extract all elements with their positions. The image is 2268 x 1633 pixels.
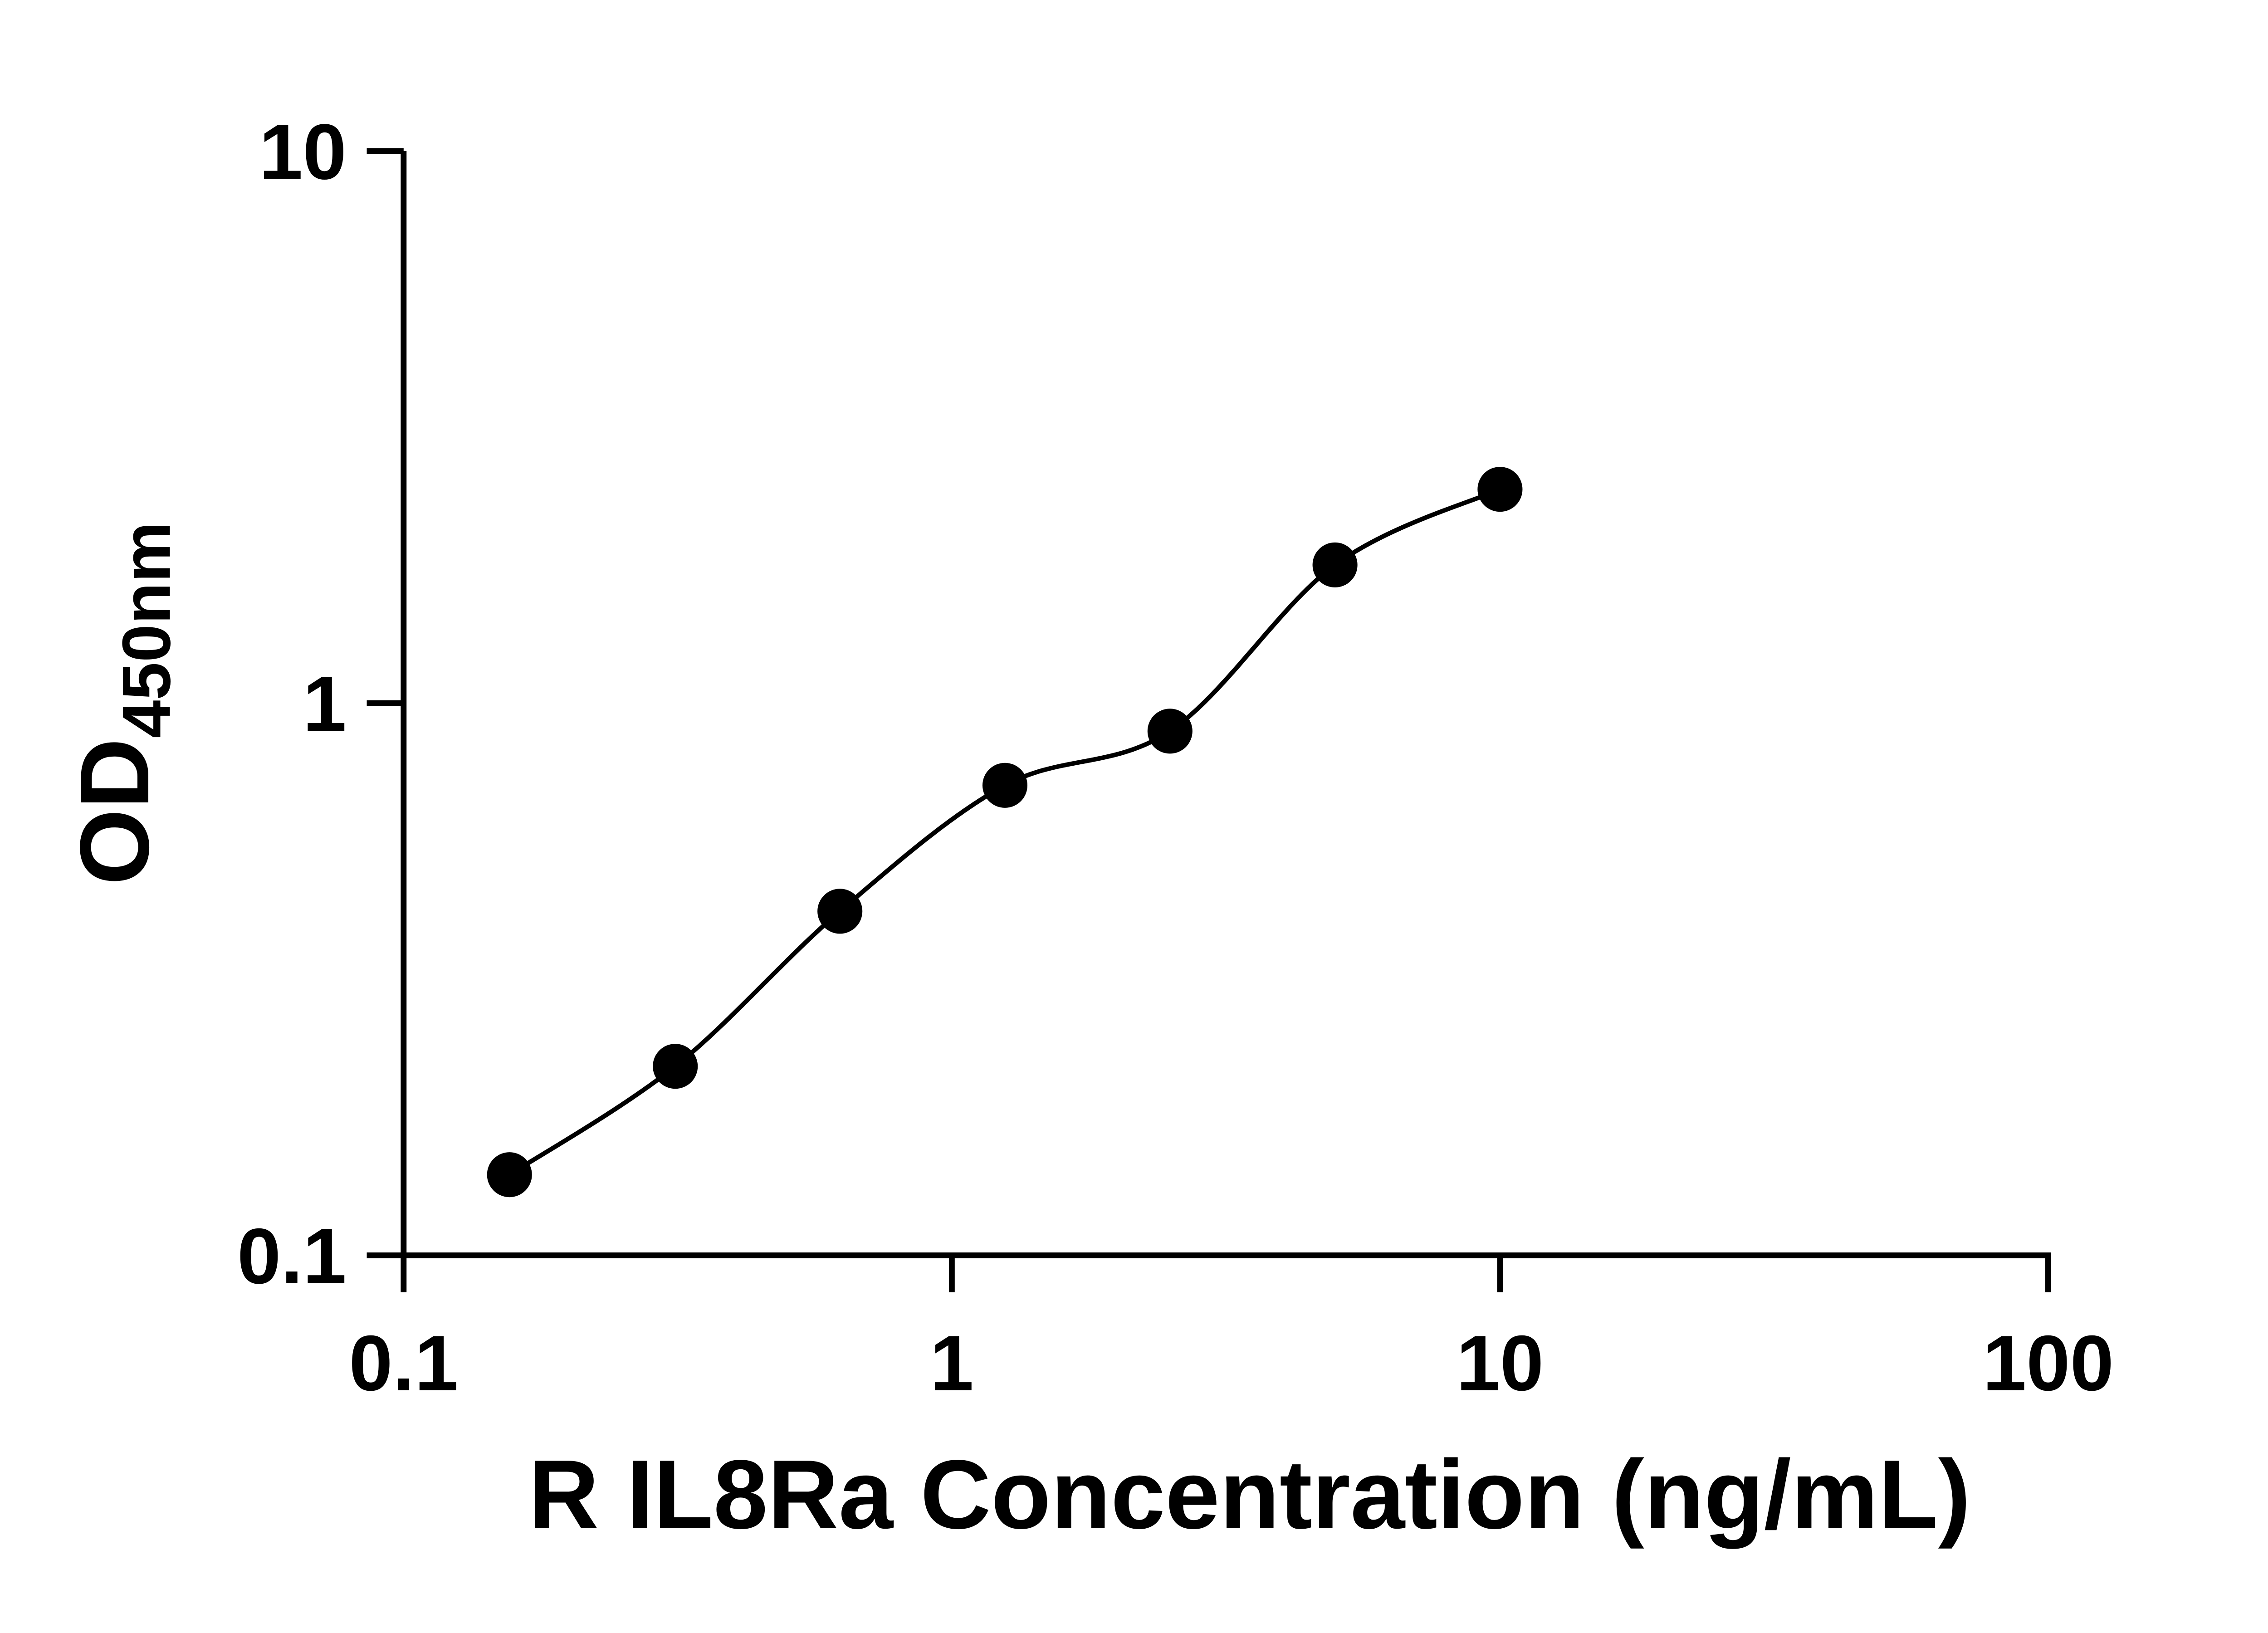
data-point [982,763,1028,808]
x-tick-label: 1 [930,1319,973,1407]
y-tick-label: 0.1 [237,1212,347,1300]
y-axis-title-subscript: 450nm [108,522,185,738]
axes-spines [401,151,2051,1258]
x-tick-label: 10 [1456,1319,1544,1407]
data-point [1147,709,1193,754]
y-axis-title: OD450nm [59,522,185,885]
y-tick-label: 10 [259,108,347,196]
data-point [653,1044,698,1089]
x-tick-label: 0.1 [349,1319,458,1407]
data-point [487,1152,532,1198]
plot-area: 0.1 1 10 100 0.1 1 10 [237,108,2114,1407]
x-axis-title: R IL8Ra Concentration (ng/mL) [528,1439,1971,1549]
data-point [1477,467,1523,512]
y-tick-label: 1 [303,660,347,748]
x-tick-label: 100 [1983,1319,2114,1407]
data-point [817,889,863,934]
y-axis-title-main: OD [59,738,169,885]
data-point [1312,542,1358,587]
